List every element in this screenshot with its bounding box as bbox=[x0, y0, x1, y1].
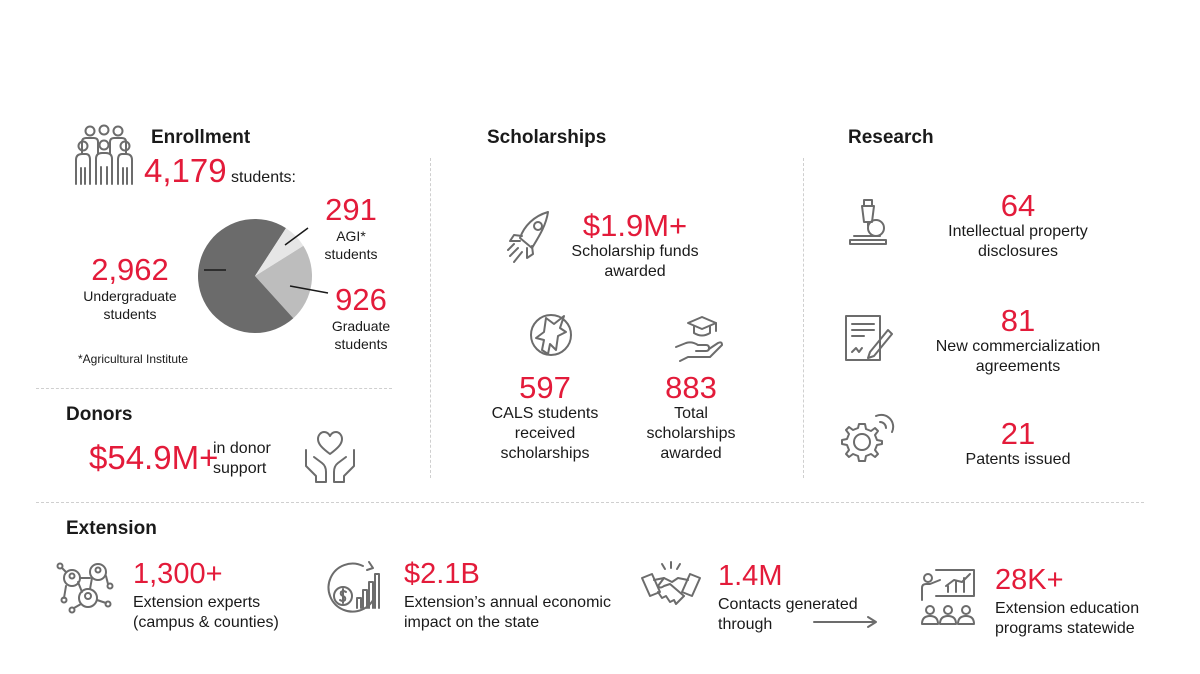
scholarship-total: 883 Total scholarships awarded bbox=[628, 372, 754, 464]
extension-item-4-text: Extension education programs statewide bbox=[995, 600, 1140, 637]
extension-item-1-value: 1,300+ bbox=[133, 558, 223, 590]
gears-icon bbox=[840, 410, 896, 464]
scholarship-students: 597 CALS students received scholarships bbox=[478, 372, 612, 464]
scholarship-total-text: Total scholarships awarded bbox=[646, 405, 736, 462]
economic-growth-icon bbox=[325, 560, 381, 616]
extension-item-3: 1.4M Contacts generated through bbox=[718, 562, 878, 635]
scholarship-funds-text: Scholarship funds awarded bbox=[571, 243, 699, 280]
pie-value-graduate: 926 bbox=[335, 282, 387, 317]
microscope-icon bbox=[846, 196, 890, 248]
document-sign-icon bbox=[842, 312, 894, 364]
handshake-icon bbox=[640, 558, 702, 614]
pie-label-undergraduate: 2,962 Undergraduate students bbox=[68, 254, 192, 323]
research-item-2-text: New commercialization agreements bbox=[935, 338, 1101, 375]
extension-item-1: 1,300+ Extension experts (campus & count… bbox=[133, 560, 303, 633]
scholarship-total-value: 883 bbox=[665, 370, 717, 405]
enrollment-footnote: *Agricultural Institute bbox=[78, 352, 189, 366]
enrollment-pie-chart bbox=[198, 219, 313, 334]
enrollment-total: 4,179 students: bbox=[144, 152, 296, 190]
network-people-icon bbox=[56, 560, 114, 614]
research-item-1: 64 Intellectual property disclosures bbox=[938, 190, 1098, 262]
extension-item-2: $2.1B Extension’s annual economic impact… bbox=[404, 560, 634, 633]
pie-text-agi: AGI* students bbox=[324, 228, 378, 262]
donors-text: in donor support bbox=[213, 440, 271, 477]
hands-heart-icon bbox=[302, 428, 358, 484]
research-item-3: 21 Patents issued bbox=[938, 418, 1098, 470]
divider-horizontal-enrollment bbox=[36, 388, 392, 389]
pie-value-agi: 291 bbox=[325, 192, 377, 227]
enrollment-title: Enrollment bbox=[151, 127, 251, 148]
presentation-icon bbox=[918, 566, 978, 626]
pie-value-undergraduate: 2,962 bbox=[91, 252, 169, 287]
research-item-2-value: 81 bbox=[1000, 303, 1036, 338]
extension-item-3-text: Contacts generated through bbox=[718, 596, 858, 633]
donors-title: Donors bbox=[66, 404, 133, 425]
pie-label-agi: 291 AGI* students bbox=[312, 194, 390, 263]
rocket-icon bbox=[506, 208, 556, 266]
pie-text-undergraduate: Undergraduate students bbox=[83, 288, 177, 322]
extension-item-1-text: Extension experts (campus & counties) bbox=[133, 594, 279, 631]
scholarships-title: Scholarships bbox=[487, 127, 607, 148]
extension-item-4-value: 28K+ bbox=[995, 564, 1064, 596]
pie-slice-undergraduate bbox=[198, 219, 294, 334]
scholarship-students-text: CALS students received scholarships bbox=[491, 405, 599, 462]
research-title: Research bbox=[848, 127, 934, 148]
divider-vertical-1 bbox=[430, 158, 431, 478]
extension-title: Extension bbox=[66, 518, 157, 539]
scholarship-funds-value: $1.9M+ bbox=[582, 208, 688, 243]
research-item-1-text: Intellectual property disclosures bbox=[948, 223, 1088, 260]
extension-item-2-text: Extension’s annual economic impact on th… bbox=[404, 594, 611, 631]
research-item-2: 81 New commercialization agreements bbox=[918, 305, 1118, 377]
research-item-3-text: Patents issued bbox=[965, 451, 1071, 468]
enrollment-total-value: 4,179 bbox=[144, 152, 227, 189]
extension-item-2-value: $2.1B bbox=[404, 558, 480, 590]
divider-horizontal-extension bbox=[36, 502, 1144, 503]
research-item-3-value: 21 bbox=[1000, 416, 1036, 451]
graduation-hand-icon bbox=[674, 313, 724, 363]
divider-vertical-2 bbox=[803, 158, 804, 478]
pie-slice-graduate bbox=[255, 245, 313, 319]
people-group-icon bbox=[74, 124, 134, 186]
extension-item-3-value: 1.4M bbox=[718, 560, 783, 592]
enrollment-total-suffix: students: bbox=[231, 169, 296, 186]
arrow-right-icon bbox=[813, 616, 877, 628]
pie-label-graduate: 926 Graduate students bbox=[322, 284, 400, 353]
scholarship-students-value: 597 bbox=[519, 370, 571, 405]
wolf-icon bbox=[526, 310, 576, 360]
scholarship-funds: $1.9M+ Scholarship funds awarded bbox=[560, 210, 710, 282]
donors-value: $54.9M+ bbox=[89, 439, 219, 476]
pie-text-graduate: Graduate students bbox=[331, 318, 391, 352]
extension-item-4: 28K+ Extension education programs statew… bbox=[995, 566, 1165, 639]
research-item-1-value: 64 bbox=[1000, 188, 1036, 223]
